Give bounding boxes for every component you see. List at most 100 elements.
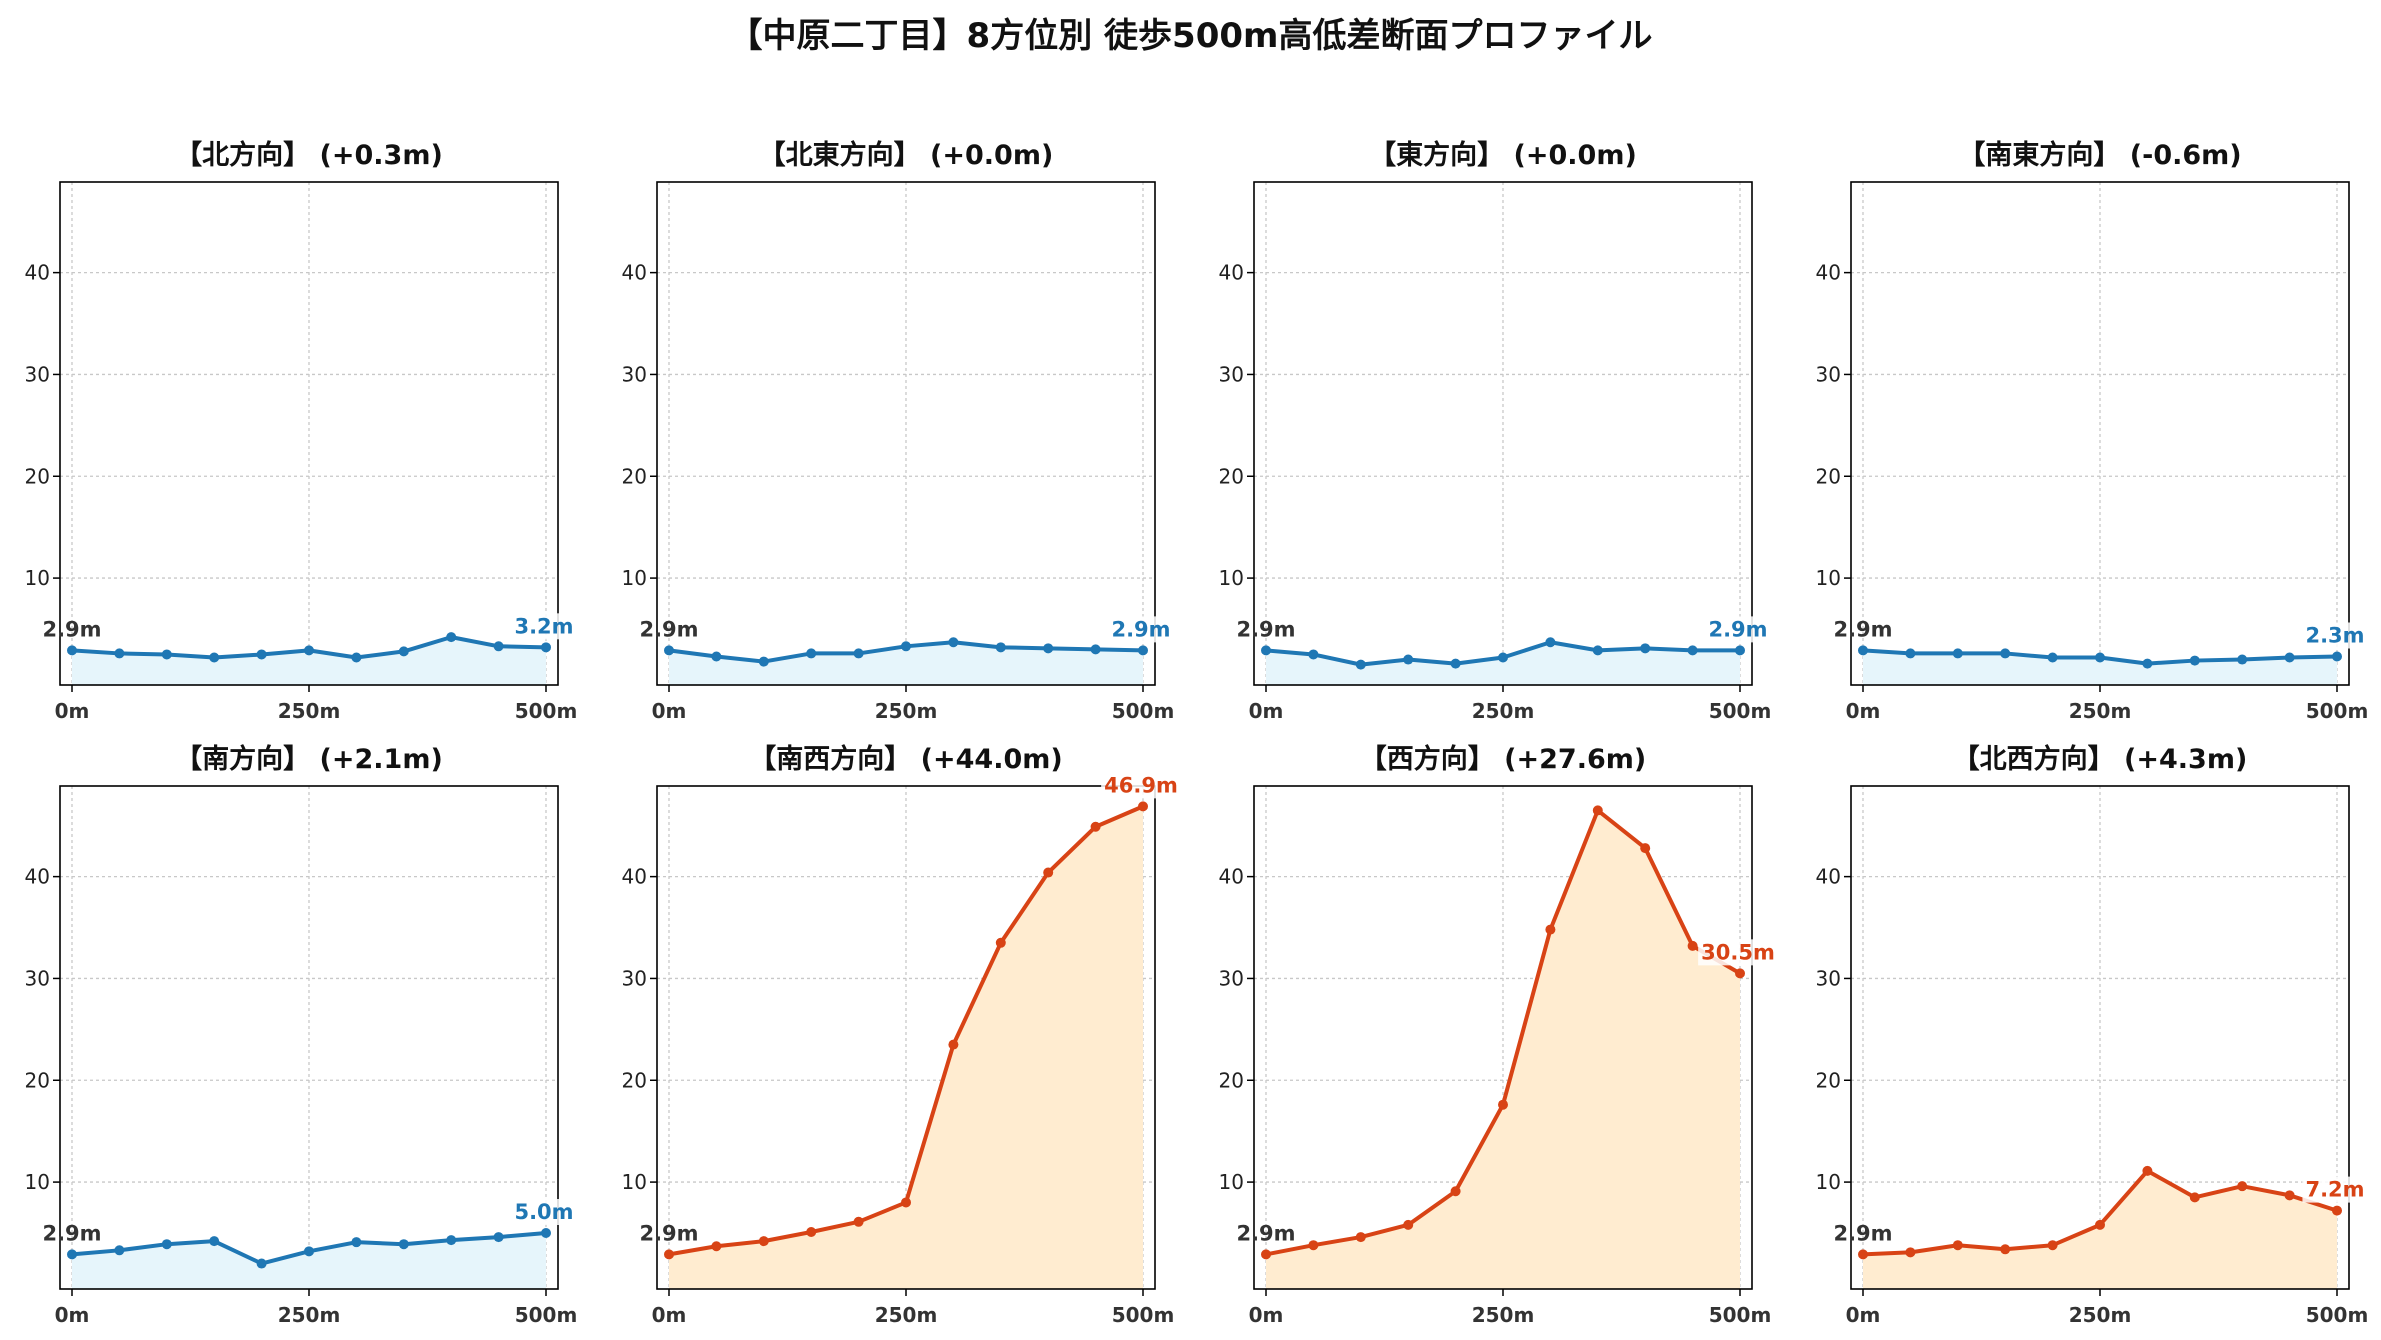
data-point <box>758 1236 769 1247</box>
data-point <box>1905 648 1916 659</box>
y-tick-label: 30 <box>1816 966 1841 990</box>
data-point <box>806 648 817 659</box>
data-point <box>1545 637 1556 648</box>
data-point <box>664 645 674 656</box>
data-point <box>664 1249 674 1260</box>
data-point <box>1640 643 1651 654</box>
end-label-backing <box>511 613 577 640</box>
panel-title: 【北西方向】 (+4.3m) <box>1953 743 2248 775</box>
panel-7: 【西方向】 (+27.6m) 10 20 30 40 0m 250m 500m 2.9m 30.5… <box>1219 743 1778 1327</box>
y-tick-label: 10 <box>1219 1170 1244 1194</box>
page-title: 【中原二丁目】8方位別 徒歩500m高低差断面プロファイル <box>728 16 1653 56</box>
data-point <box>758 656 769 667</box>
data-point <box>1952 648 1963 659</box>
x-tick-label: 500m <box>515 1303 578 1327</box>
data-point <box>256 1258 267 1269</box>
data-point <box>256 649 267 660</box>
data-point <box>1592 645 1603 656</box>
end-label-backing <box>1705 616 1771 643</box>
data-point <box>1640 843 1651 854</box>
y-tick-label: 10 <box>25 1170 50 1194</box>
data-point <box>901 641 911 652</box>
x-tick-label: 250m <box>2069 1303 2132 1327</box>
data-point <box>1308 1240 1319 1251</box>
y-tick-label: 10 <box>1219 566 1244 590</box>
data-point <box>1261 1249 1271 1260</box>
data-point <box>351 652 362 663</box>
y-tick-label: 30 <box>1219 966 1244 990</box>
y-tick-label: 40 <box>25 261 50 285</box>
x-tick-label: 500m <box>2306 1303 2369 1327</box>
area-fill <box>669 806 1143 1289</box>
data-point <box>114 1245 125 1256</box>
x-tick-label: 0m <box>55 699 90 723</box>
data-point <box>1450 658 1461 669</box>
data-point <box>446 632 457 643</box>
x-tick-label: 500m <box>1709 1303 1772 1327</box>
area-fill <box>72 637 546 685</box>
panel-title: 【南方向】 (+2.1m) <box>175 743 443 775</box>
panel-3: 【東方向】 (+0.0m) 10 20 30 40 0m 250m 500m 2.9m 2.9m <box>1219 139 1772 723</box>
x-tick-label: 500m <box>1709 699 1772 723</box>
y-tick-label: 20 <box>1219 1068 1244 1092</box>
data-point <box>2284 652 2295 663</box>
end-label: 5.0m <box>514 1200 573 1224</box>
data-point <box>2237 1181 2248 1192</box>
panel-6: 【南西方向】 (+44.0m) 10 20 30 40 0m 250m 500m 2.9m 46.… <box>622 743 1181 1327</box>
end-label: 2.3m <box>2305 623 2364 647</box>
y-tick-label: 30 <box>25 362 50 386</box>
data-point <box>2332 1205 2342 1216</box>
data-point <box>304 1246 314 1257</box>
end-label: 46.9m <box>1104 773 1178 797</box>
y-tick-label: 30 <box>622 966 647 990</box>
data-point <box>1043 643 1054 654</box>
end-label-backing <box>1698 939 1778 966</box>
y-tick-label: 20 <box>622 1068 647 1092</box>
data-point <box>1090 644 1101 655</box>
panel-8: 【北西方向】 (+4.3m) 10 20 30 40 0m 250m 500m 2.9m 7.2m <box>1816 743 2369 1327</box>
data-point <box>1735 968 1745 979</box>
area-fill <box>1266 642 1740 685</box>
data-point <box>2237 654 2248 665</box>
y-tick-label: 10 <box>1816 1170 1841 1194</box>
panel-4: 【南東方向】 (-0.6m) 10 20 30 40 0m 250m 500m 2.9m 2.3m <box>1816 139 2369 723</box>
x-tick-label: 250m <box>875 1303 938 1327</box>
y-tick-label: 40 <box>1816 261 1841 285</box>
data-point <box>995 642 1006 653</box>
data-point <box>1043 867 1054 878</box>
data-point <box>1308 649 1319 660</box>
data-point <box>161 1239 172 1250</box>
y-tick-label: 40 <box>1219 261 1244 285</box>
data-point <box>1858 1249 1868 1260</box>
y-tick-label: 30 <box>1816 362 1841 386</box>
data-point <box>1592 805 1603 816</box>
data-point <box>304 645 314 656</box>
end-label-backing <box>511 1198 577 1225</box>
data-point <box>853 1216 864 1227</box>
data-point <box>901 1197 911 1208</box>
data-point <box>541 642 551 653</box>
data-point <box>995 937 1006 948</box>
data-point <box>1138 645 1148 656</box>
data-point <box>1687 645 1698 656</box>
data-point <box>2000 648 2011 659</box>
x-tick-label: 0m <box>652 1303 687 1327</box>
x-tick-label: 0m <box>1846 1303 1881 1327</box>
data-point <box>1545 924 1556 935</box>
data-point <box>1450 1186 1461 1197</box>
x-tick-label: 0m <box>652 699 687 723</box>
end-label: 2.9m <box>1111 617 1170 641</box>
start-label: 2.9m <box>1236 617 1295 641</box>
end-label-backing <box>1108 616 1174 643</box>
data-point <box>446 1235 457 1246</box>
data-point <box>398 1239 409 1250</box>
panel-2: 【北東方向】 (+0.0m) 10 20 30 40 0m 250m 500m 2.9m 2.9m <box>622 139 1175 723</box>
panel-title: 【北東方向】 (+0.0m) <box>759 139 1054 171</box>
y-tick-label: 10 <box>622 566 647 590</box>
data-point <box>67 645 77 656</box>
x-tick-label: 250m <box>1472 1303 1535 1327</box>
end-label: 3.2m <box>514 614 573 638</box>
end-label: 2.9m <box>1708 617 1767 641</box>
x-tick-label: 250m <box>875 699 938 723</box>
data-point <box>853 648 864 659</box>
